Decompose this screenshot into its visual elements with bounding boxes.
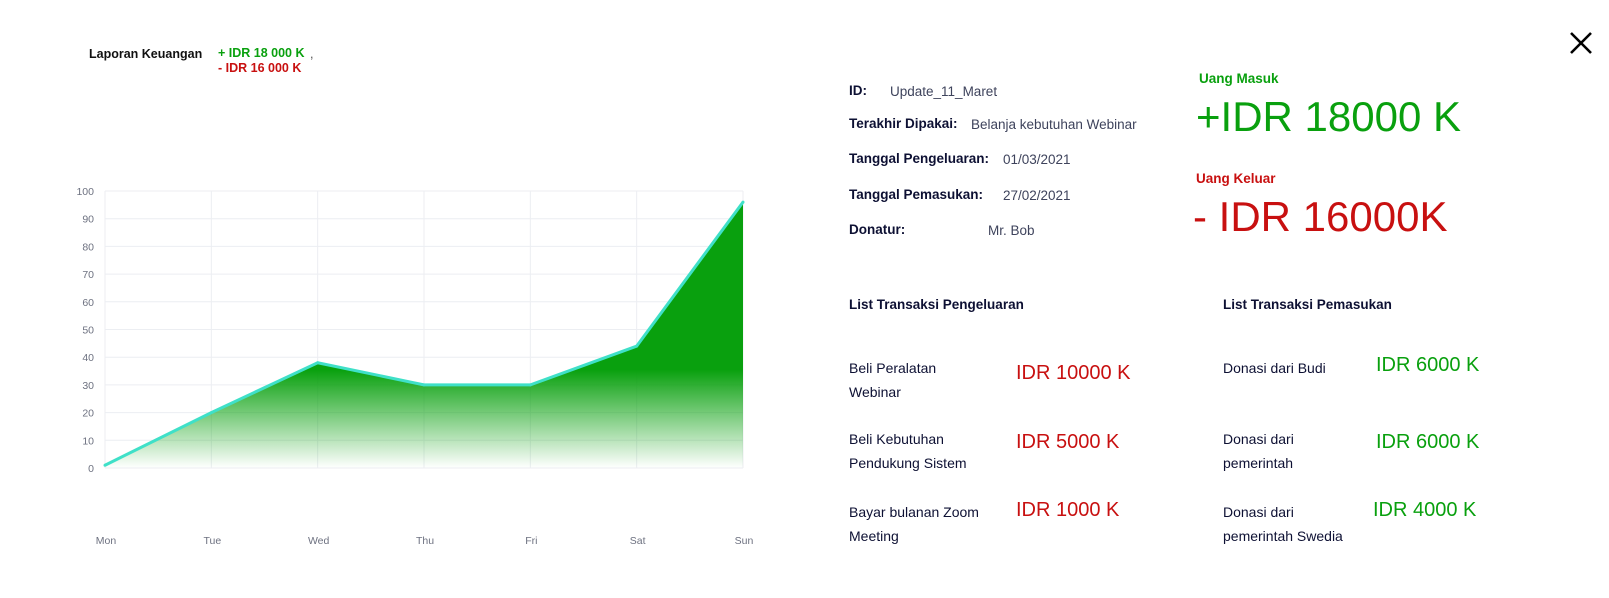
money-in-label: Uang Masuk — [1199, 71, 1279, 86]
chart-title: Laporan Keuangan — [89, 47, 203, 61]
income-item-amount: IDR 6000 K — [1376, 431, 1480, 453]
x-tick-label: Fri — [525, 535, 537, 547]
detail-label: Tanggal Pengeluaran: — [849, 151, 990, 166]
income-item-name: Donasi dari Budi — [1223, 360, 1326, 376]
chart-data-point — [316, 361, 320, 365]
y-tick-label: 80 — [82, 241, 94, 253]
y-tick-label: 100 — [76, 186, 94, 198]
x-tick-label: Tue — [203, 535, 221, 547]
chart-data-point — [635, 344, 639, 348]
close-button[interactable] — [1566, 28, 1596, 58]
detail-label: Donatur: — [849, 222, 906, 237]
expense-item-name: Beli Peralatan Webinar — [849, 360, 937, 400]
y-tick-label: 90 — [82, 214, 94, 226]
chart-data-point — [103, 463, 107, 467]
y-tick-label: 70 — [82, 269, 94, 281]
chart-data-point — [741, 200, 745, 204]
detail-value: 27/02/2021 — [1003, 188, 1071, 203]
expense-summary: - IDR 16 000 K — [218, 61, 302, 75]
detail-label: Tanggal Pemasukan: — [849, 187, 984, 202]
expense-item-amount: IDR 1000 K — [1016, 499, 1120, 521]
y-tick-label: 0 — [88, 463, 94, 475]
detail-value: Mr. Bob — [988, 223, 1035, 238]
chart-area-fill — [105, 202, 743, 468]
x-tick-label: Sat — [630, 535, 646, 547]
income-item-amount: IDR 6000 K — [1376, 354, 1480, 376]
detail-value: Update_11_Maret — [890, 84, 998, 99]
x-tick-label: Wed — [308, 535, 330, 547]
detail-value: 01/03/2021 — [1003, 152, 1071, 167]
detail-label: Terakhir Dipakai: — [849, 116, 958, 131]
summary-separator: , — [310, 47, 314, 61]
income-item-name: Donasi dari pemerintah Swedia — [1223, 504, 1343, 544]
x-tick-label: Mon — [96, 535, 117, 547]
money-in-value: +IDR 18000 K — [1196, 93, 1462, 140]
y-tick-label: 10 — [82, 435, 94, 447]
income-item-name: Donasi dari pemerintah — [1223, 431, 1294, 471]
detail-value: Belanja kebutuhan Webinar — [971, 117, 1137, 132]
money-out-label: Uang Keluar — [1196, 171, 1276, 186]
expense-item-amount: IDR 5000 K — [1016, 431, 1120, 453]
x-tick-label: Sun — [735, 535, 754, 547]
close-icon — [1570, 32, 1592, 54]
income-summary: + IDR 18 000 K — [218, 46, 305, 60]
financial-area-chart: 0 10 20 30 40 50 60 70 80 90 100 Mon Tue Wed Thu Fri Sat… — [76, 186, 754, 547]
detail-label: ID: — [849, 83, 867, 98]
y-tick-label: 20 — [82, 408, 94, 420]
x-tick-label: Thu — [416, 535, 434, 547]
expense-item-amount: IDR 10000 K — [1016, 362, 1131, 384]
expense-item-name: Bayar bulanan Zoom Meeting — [849, 504, 979, 544]
y-tick-label: 30 — [82, 380, 94, 392]
y-tick-label: 60 — [82, 297, 94, 309]
chart-data-point — [422, 383, 426, 387]
money-out-value: - IDR 16000K — [1193, 193, 1448, 240]
y-tick-label: 50 — [82, 325, 94, 337]
chart-data-point — [209, 411, 213, 415]
income-item-amount: IDR 4000 K — [1373, 499, 1477, 521]
chart-data-point — [528, 383, 532, 387]
expense-item-name: Beli Kebutuhan Pendukung Sistem — [849, 431, 967, 471]
expense-list-title: List Transaksi Pengeluaran — [849, 297, 1024, 312]
y-tick-label: 40 — [82, 352, 94, 364]
income-list-title: List Transaksi Pemasukan — [1223, 297, 1392, 312]
